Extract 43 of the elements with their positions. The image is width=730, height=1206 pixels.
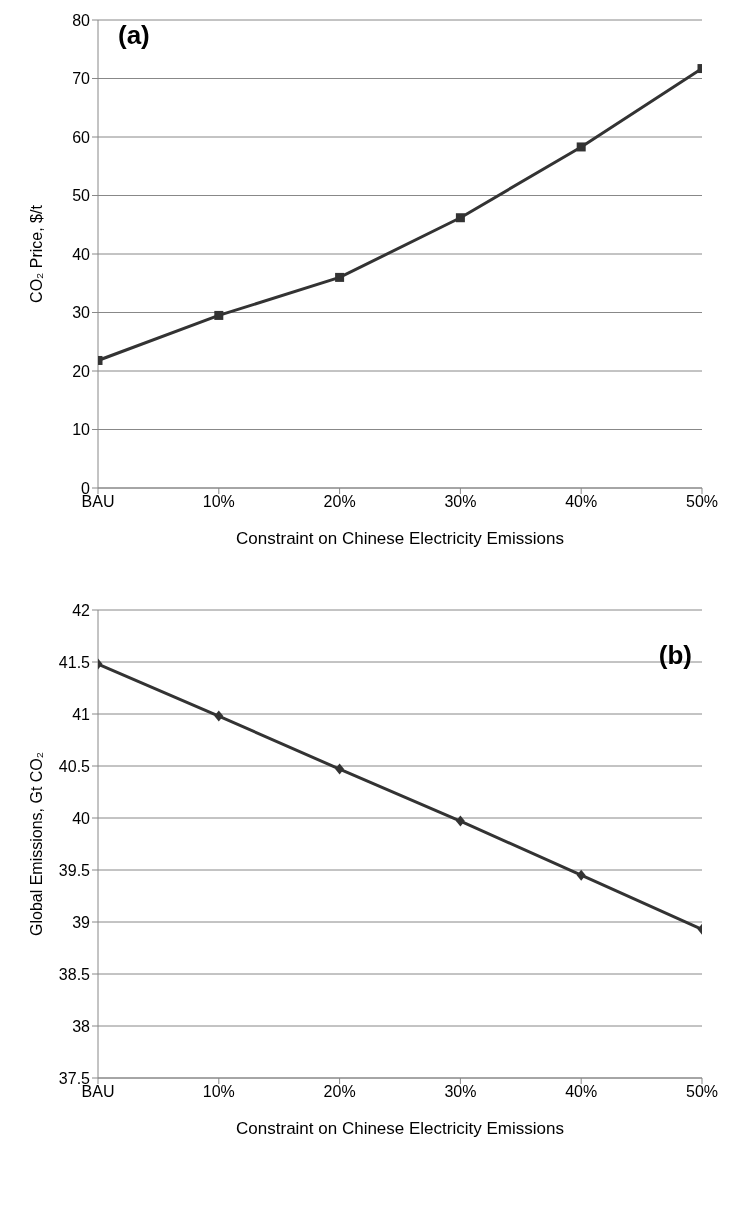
y-tick-label: 60 <box>72 128 91 146</box>
x-tick-label: 50% <box>685 1083 719 1101</box>
y-tick-label: 10 <box>72 421 91 439</box>
point <box>214 310 224 320</box>
point <box>214 710 224 722</box>
point <box>576 869 586 881</box>
y-tick-label: 40 <box>72 809 91 827</box>
x-tick-label: 50% <box>685 493 719 511</box>
y-tick-label: 38 <box>72 1017 91 1035</box>
x-tick-label: 40% <box>565 1083 598 1101</box>
y-tick-label: 20 <box>72 362 91 380</box>
y-tick-label: 30 <box>72 304 91 322</box>
annotation: (b) <box>658 640 692 671</box>
annotation: (a) <box>118 20 150 51</box>
y-axis-title: Global Emissions, Gt CO₂ <box>27 751 45 937</box>
y-tick-label: 80 <box>72 11 91 29</box>
point <box>455 815 465 827</box>
x-tick-label: 40% <box>565 493 598 511</box>
y-tick-label: 39 <box>72 913 91 931</box>
y-tick-label: 42 <box>72 601 91 619</box>
y-tick-label: 70 <box>72 70 91 88</box>
x-tick-label: 20% <box>323 493 356 511</box>
y-tick-label: 40 <box>72 245 91 263</box>
x-tick-label: 10% <box>202 493 235 511</box>
x-tick-label: 20% <box>323 1083 356 1101</box>
y-tick-label: 41 <box>72 705 91 723</box>
y-tick-label: 41.5 <box>58 653 91 671</box>
y-tick-label: 50 <box>72 187 91 205</box>
y-tick-label: 38.5 <box>58 965 91 983</box>
y-tick-label: 39.5 <box>58 861 91 879</box>
point <box>455 213 465 223</box>
x-tick-label: 10% <box>202 1083 235 1101</box>
x-tick-label: 30% <box>444 493 477 511</box>
point <box>576 142 586 152</box>
point <box>335 272 345 282</box>
y-tick-label: 40.5 <box>58 757 91 775</box>
y-axis-title: CO₂ Price, $/t <box>27 204 45 303</box>
x-tick-label: BAU <box>81 1083 115 1101</box>
point <box>335 763 345 775</box>
x-tick-label: BAU <box>81 493 115 511</box>
x-axis-title: Constraint on Chinese Electricity Emissions <box>236 1119 564 1138</box>
x-axis-title: Constraint on Chinese Electricity Emissions <box>236 529 564 548</box>
x-tick-label: 30% <box>444 1083 477 1101</box>
